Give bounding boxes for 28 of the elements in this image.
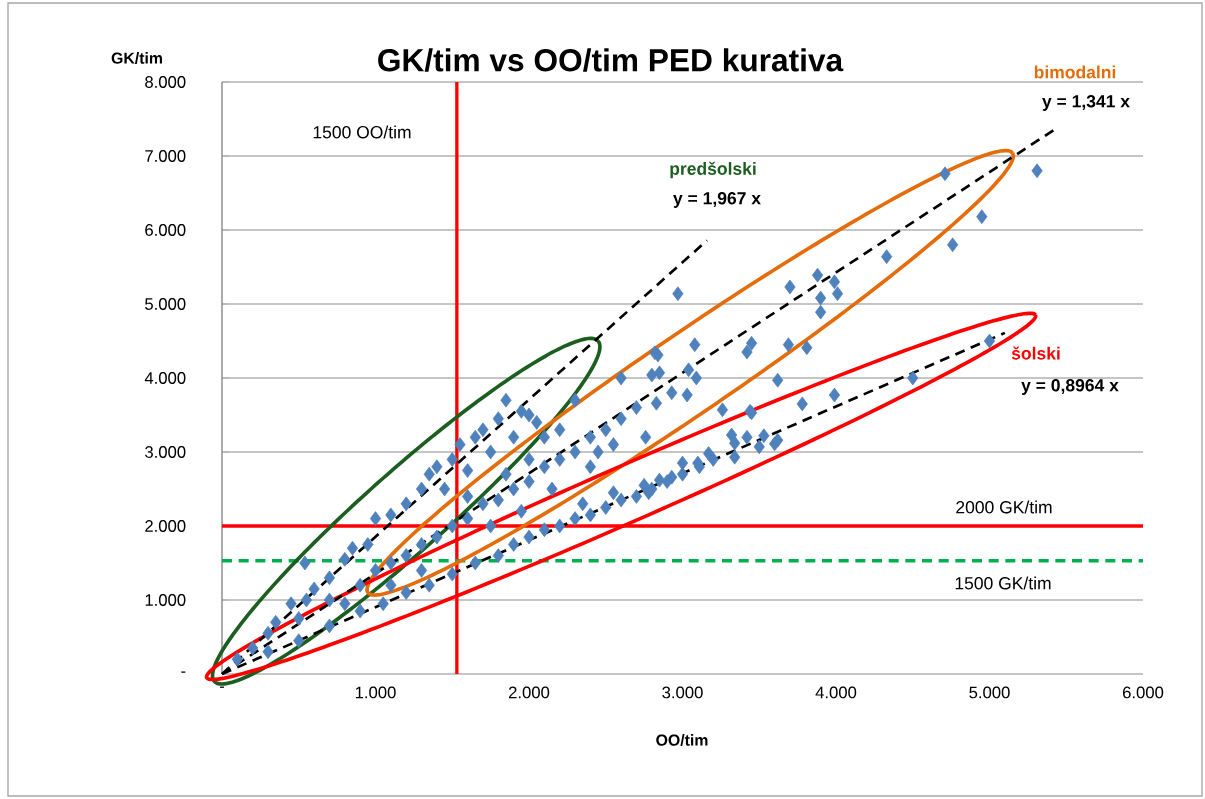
x-tick-label: 4.000 [815, 686, 857, 699]
y-tick-label: 4.000 [144, 372, 186, 384]
y-tick-label: 2.000 [145, 520, 186, 532]
annotation: y = 1,341 x [1042, 95, 1130, 111]
y-tick-label: 5.000 [145, 298, 186, 310]
y-tick-label: 3.000 [145, 446, 186, 458]
text: bimodalni [1034, 65, 1116, 79]
x-tick-label: 6.000 [1122, 686, 1164, 699]
x-tick-label: - [219, 686, 225, 688]
x-tick-label: 2.000 [508, 686, 550, 699]
x-tick-label: 3.000 [662, 686, 703, 699]
annotation: šolski [1011, 346, 1060, 360]
annotation: y = 1,967 x [673, 192, 761, 208]
annotation: predšolski [670, 161, 756, 179]
ref-line-label: 2000 GK/tim [956, 500, 1052, 514]
ref-line-label: 1500 OO/tim [313, 125, 411, 139]
x-tick-label: 5.000 [969, 686, 1010, 699]
y-tick-label: 6.000 [145, 224, 186, 236]
y-axis-title: GK/tim [111, 52, 162, 64]
x-axis-title: OO/tim [656, 734, 708, 746]
y-tick-label: 1.000 [145, 594, 186, 606]
y-tick-label: 7.000 [145, 150, 186, 162]
y-tick-label: 8.000 [145, 76, 186, 88]
annotation: y = 0,8964 x [1021, 379, 1119, 395]
x-tick-label: 1.000 [355, 686, 396, 699]
y-tick-label: - [181, 671, 186, 673]
chart-title: GK/tim vs OO/tim PED kurativa [378, 48, 844, 72]
ref-line-label: 1500 GK/tim [955, 576, 1051, 590]
